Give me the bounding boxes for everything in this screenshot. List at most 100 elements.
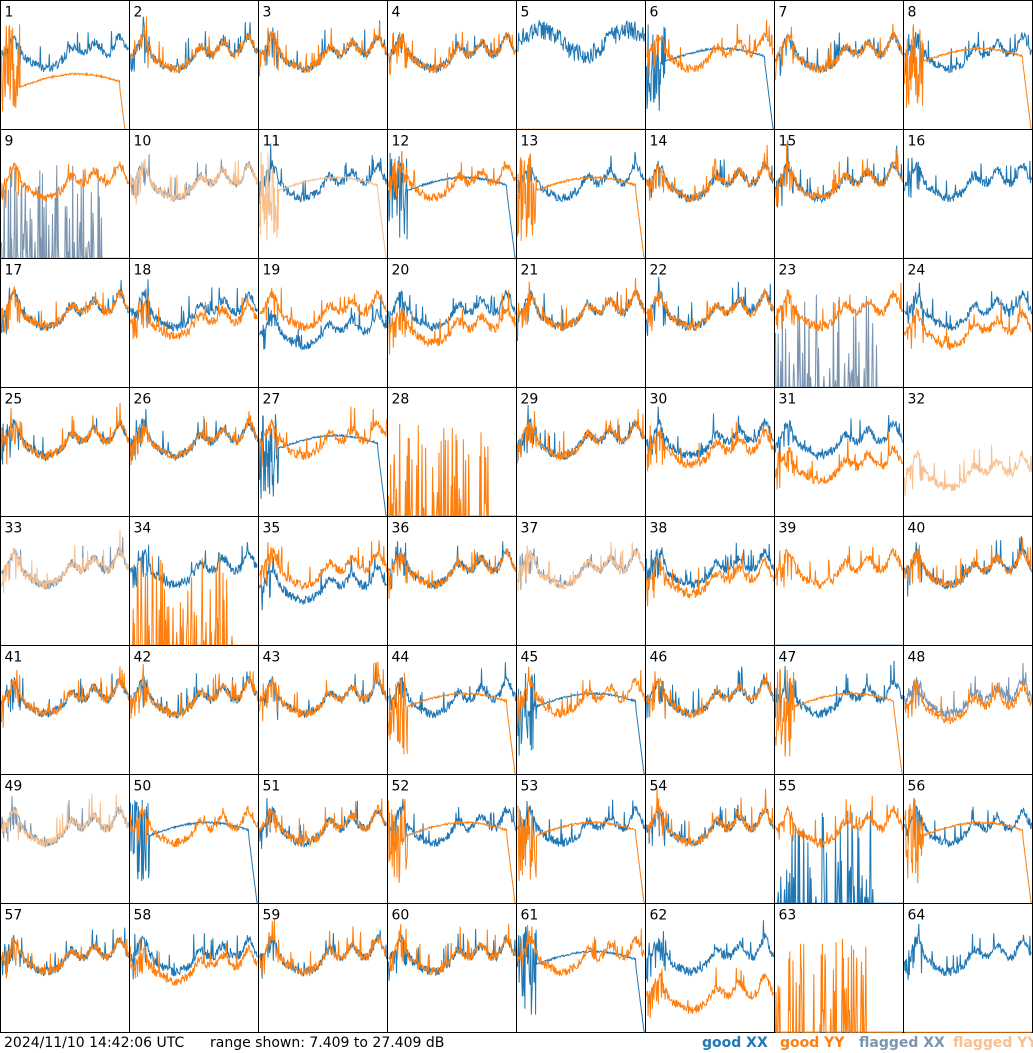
series-xx: [904, 282, 1032, 331]
panel-frame: [0, 774, 130, 904]
series-yy: [130, 293, 258, 341]
panel-label: 9: [5, 134, 14, 150]
panel-61: 61: [516, 903, 646, 1033]
series-yy: [646, 19, 774, 77]
panel-frame: [774, 516, 904, 646]
panel-43: 43: [258, 645, 388, 775]
series-xx: [775, 415, 903, 468]
series-yy: [1, 24, 129, 131]
panel-27: 27: [258, 387, 388, 517]
series-xx: [259, 143, 387, 205]
panel-17: 17: [0, 258, 130, 388]
panel-20: 20: [387, 258, 517, 388]
panel-frame: [0, 903, 130, 1033]
series-yy: [1, 530, 129, 593]
panel-13: 13: [516, 129, 646, 259]
series-yy: [1, 666, 129, 728]
panel-label: 21: [521, 263, 539, 279]
panel-25: 25: [0, 387, 130, 517]
panel-39: 39: [774, 516, 904, 646]
series-yy: [1, 402, 129, 465]
panel-label: 55: [779, 779, 797, 795]
panel-frame: [516, 0, 646, 130]
panel-frame: [645, 645, 775, 775]
series-xx: [775, 32, 903, 76]
panel-18: 18: [129, 258, 259, 388]
panel-label: 38: [650, 521, 668, 537]
panel-62: 62: [645, 903, 775, 1033]
panel-label: 64: [908, 908, 926, 924]
panel-6: 6: [645, 0, 775, 130]
panel-54: 54: [645, 774, 775, 904]
panel-7: 7: [774, 0, 904, 130]
series-yy: [775, 938, 903, 1033]
series-xx: [130, 279, 258, 333]
panel-42: 42: [129, 645, 259, 775]
panel-frame: [903, 645, 1033, 775]
panel-frame: [129, 0, 259, 130]
panel-label: 8: [908, 5, 917, 21]
panel-label: 63: [779, 908, 797, 924]
series-yy: [646, 421, 774, 472]
panel-60: 60: [387, 903, 517, 1033]
panel-64: 64: [903, 903, 1033, 1033]
series-yy: [646, 144, 774, 203]
panel-label: 32: [908, 392, 926, 408]
panel-label: 5: [521, 5, 530, 21]
panel-34: 34: [129, 516, 259, 646]
series-yy: [517, 153, 645, 259]
panel-label: 30: [650, 392, 668, 408]
panel-36: 36: [387, 516, 517, 646]
panel-31: 31: [774, 387, 904, 517]
series-yy: [904, 799, 1032, 904]
panel-label: 60: [392, 908, 410, 924]
panel-frame: [645, 129, 775, 259]
panel-frame: [774, 387, 904, 517]
panel-52: 52: [387, 774, 517, 904]
panel-label: 11: [263, 134, 281, 150]
series-xx: [130, 542, 258, 590]
panel-label: 62: [650, 908, 668, 924]
panel-38: 38: [645, 516, 775, 646]
series-yy: [904, 299, 1032, 350]
panel-label: 53: [521, 779, 539, 795]
panel-frame: [903, 516, 1033, 646]
panel-label: 4: [392, 5, 401, 21]
series-yy: [517, 924, 645, 976]
panel-frame: [258, 774, 388, 904]
panel-49: 49: [0, 774, 130, 904]
legend-good-xx: good XX: [702, 1035, 768, 1051]
panel-53: 53: [516, 774, 646, 904]
panel-label: 58: [134, 908, 152, 924]
panel-5: 5: [516, 0, 646, 130]
series-yy: [775, 545, 903, 590]
panel-label: 36: [392, 521, 410, 537]
panel-21: 21: [516, 258, 646, 388]
panel-label: 39: [779, 521, 797, 537]
series-xx: [646, 542, 774, 590]
legend-flagged-xx: flagged XX: [859, 1035, 945, 1051]
panel-label: 10: [134, 134, 152, 150]
panel-frame: [129, 387, 259, 517]
panel-frame: [516, 774, 646, 904]
panel-3: 3: [258, 0, 388, 130]
panel-frame: [387, 774, 517, 904]
panel-label: 14: [650, 134, 668, 150]
series-yy: [388, 799, 516, 904]
panel-label: 56: [908, 779, 926, 795]
panel-9: 9: [0, 129, 130, 259]
series-yy: [130, 664, 258, 719]
series-yy: [259, 661, 387, 722]
panel-frame: [645, 0, 775, 130]
series-yy: [388, 289, 516, 355]
series-xx: [259, 296, 387, 351]
panel-2: 2: [129, 0, 259, 130]
panel-16: 16: [903, 129, 1033, 259]
panel-22: 22: [645, 258, 775, 388]
series-yy: [904, 679, 1032, 725]
panel-label: 44: [392, 650, 410, 666]
series-yy: [904, 537, 1032, 590]
panel-58: 58: [129, 903, 259, 1033]
panel-frame: [387, 258, 517, 388]
panel-label: 59: [263, 908, 281, 924]
